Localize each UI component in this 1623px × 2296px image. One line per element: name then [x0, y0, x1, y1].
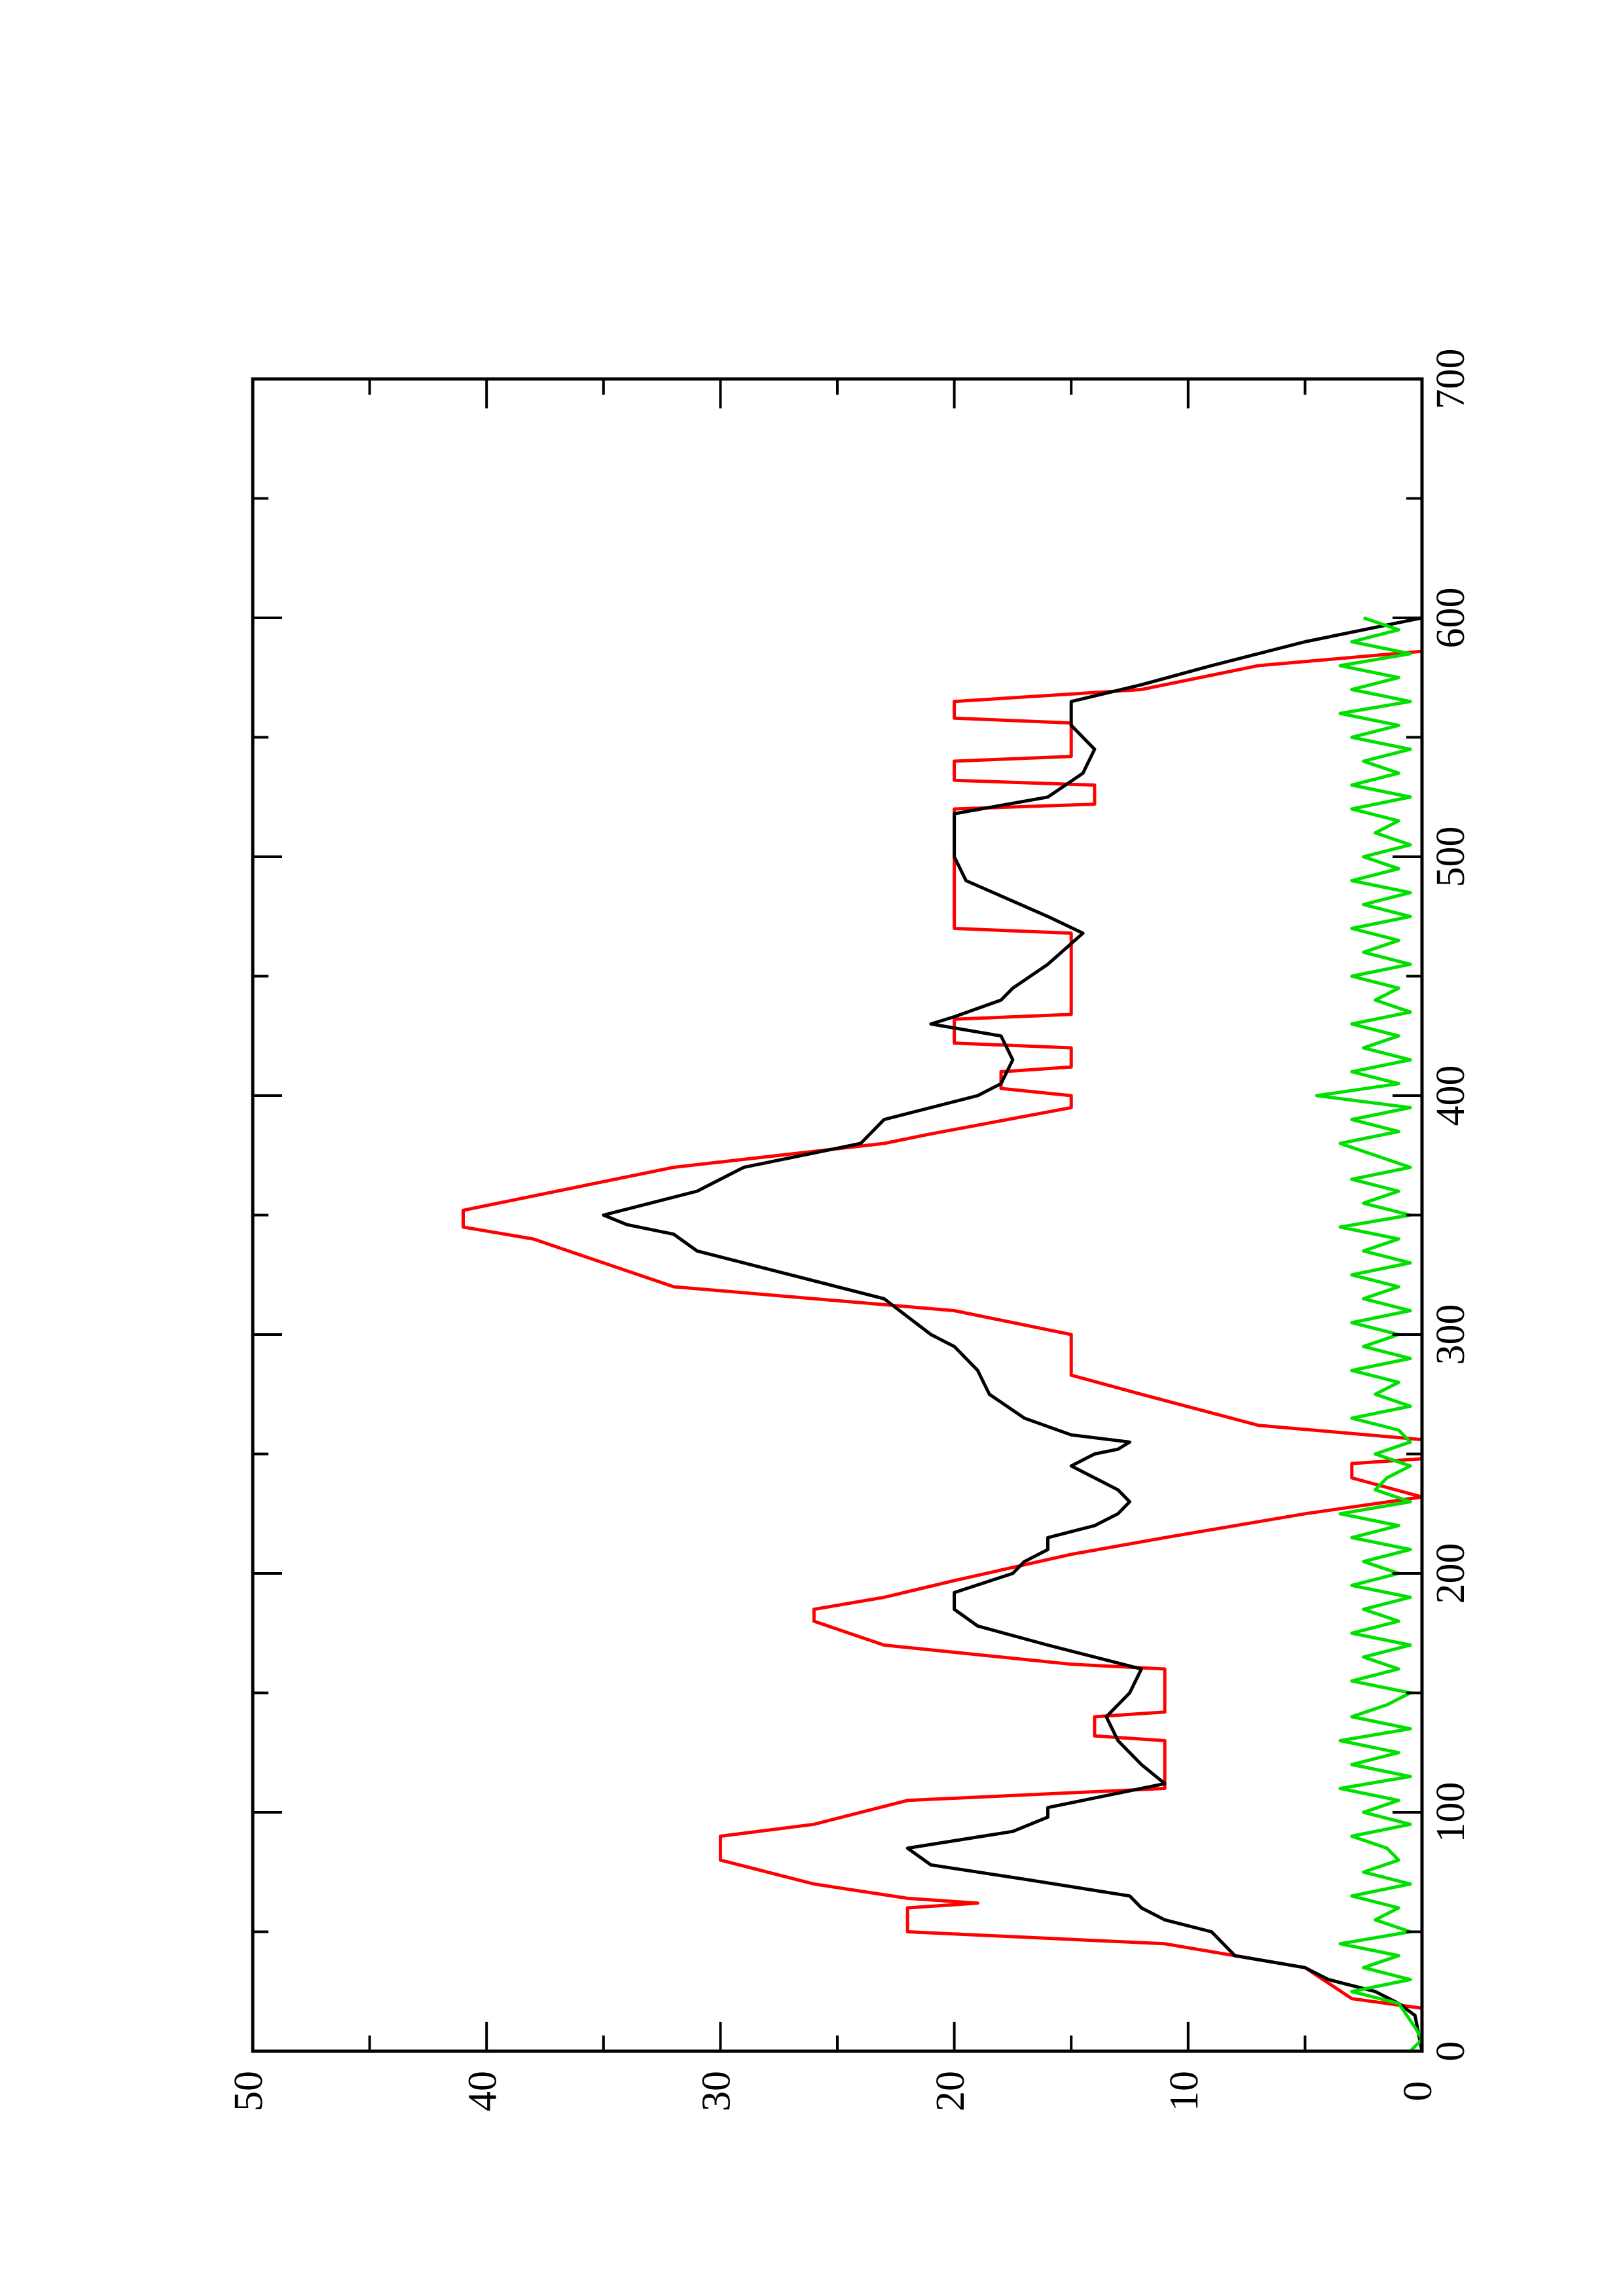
y-tick-label: 30 [695, 2071, 739, 2111]
data-line [602, 616, 1424, 2052]
x-tick-label: 300 [1429, 1304, 1473, 1365]
y-tick-label: 40 [460, 2071, 505, 2111]
plot-frame [251, 377, 1424, 2053]
x-tick-label: 0 [1429, 2041, 1473, 2062]
x-tick-label: 500 [1429, 827, 1473, 888]
data-line [1315, 616, 1424, 2053]
y-tick-label: 10 [1162, 2071, 1207, 2111]
x-tick-label: 700 [1429, 349, 1473, 410]
x-tick-label: 100 [1429, 1782, 1473, 1843]
y-tick-label: 0 [1396, 2081, 1440, 2102]
data-line [462, 649, 1424, 2010]
x-tick-label: 600 [1429, 588, 1473, 649]
y-tick-label: 20 [928, 2071, 973, 2111]
x-tick-label: 400 [1429, 1066, 1473, 1126]
x-tick-label: 200 [1429, 1543, 1473, 1604]
y-tick-label: 50 [227, 2071, 271, 2111]
